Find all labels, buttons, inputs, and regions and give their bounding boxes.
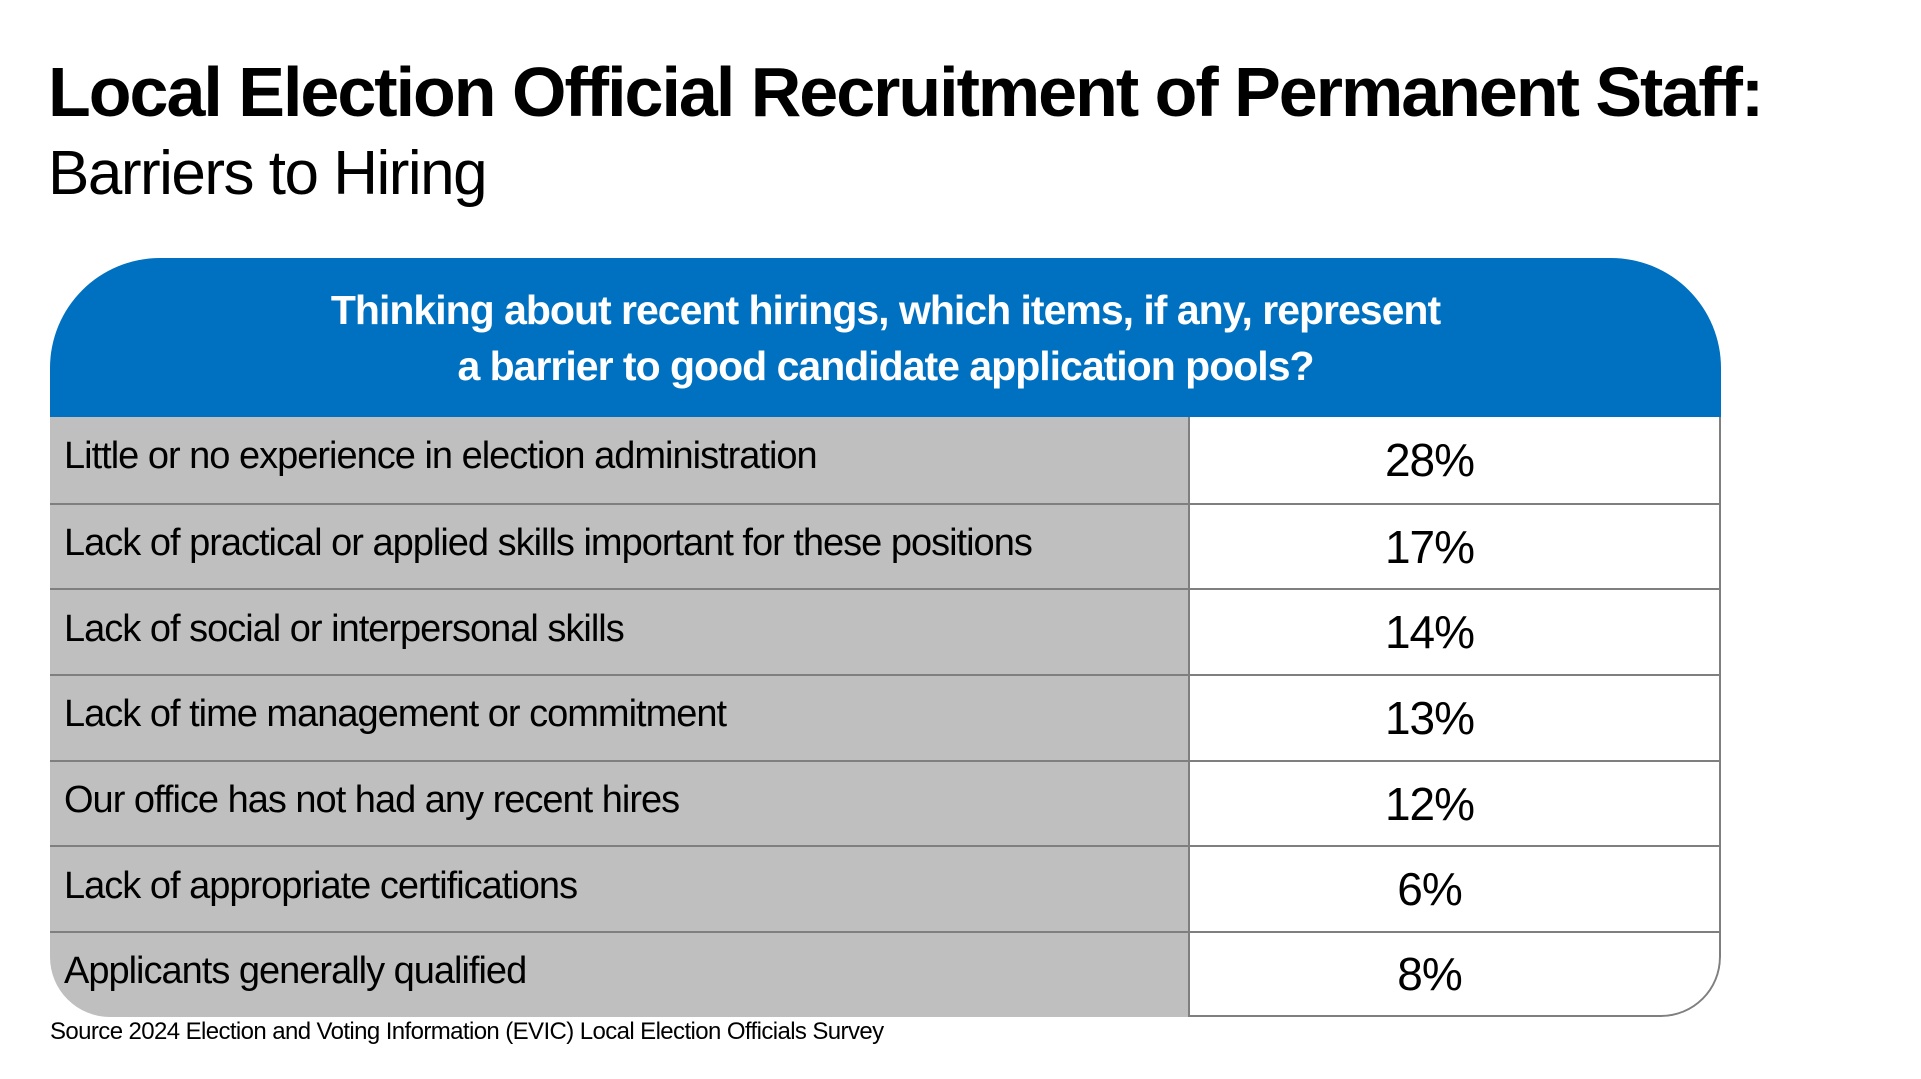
table-row: Our office has not had any recent hires 1… bbox=[50, 759, 1721, 846]
table-row: Lack of practical or applied skills impo… bbox=[50, 502, 1721, 589]
table-row: Little or no experience in election admi… bbox=[50, 417, 1721, 503]
row-label: Applicants generally qualified bbox=[50, 933, 1188, 1017]
page-title: Local Election Official Recruitment of P… bbox=[48, 53, 1764, 131]
table-header-question: Thinking about recent hirings, which ite… bbox=[50, 258, 1721, 417]
row-label: Lack of practical or applied skills impo… bbox=[50, 504, 1188, 589]
row-label: Our office has not had any recent hires bbox=[50, 761, 1188, 846]
table-row: Applicants generally qualified 8% bbox=[50, 931, 1721, 1017]
question-line: a barrier to good candidate application … bbox=[457, 342, 1314, 389]
row-value: 8% bbox=[1188, 933, 1721, 1017]
row-label: Little or no experience in election admi… bbox=[50, 417, 1188, 503]
table-row: Lack of appropriate certifications 6% bbox=[50, 845, 1721, 932]
row-label: Lack of time management or commitment bbox=[50, 676, 1188, 760]
question-line: Thinking about recent hirings, which ite… bbox=[330, 286, 1441, 333]
row-label: Lack of appropriate certifications bbox=[50, 847, 1188, 932]
page-subtitle: Barriers to Hiring bbox=[48, 139, 488, 208]
results-table: Thinking about recent hirings, which ite… bbox=[50, 258, 1721, 1017]
row-value: 6% bbox=[1188, 847, 1721, 932]
source-note: Source 2024 Election and Voting Informat… bbox=[50, 1018, 884, 1045]
row-value: 12% bbox=[1188, 761, 1721, 846]
row-value: 14% bbox=[1188, 590, 1721, 675]
row-value: 17% bbox=[1188, 504, 1721, 589]
table-row: Lack of time management or commitment 13% bbox=[50, 674, 1721, 760]
row-value: 28% bbox=[1188, 417, 1721, 503]
row-value: 13% bbox=[1188, 676, 1721, 760]
table-row: Lack of social or interpersonal skills 14… bbox=[50, 588, 1721, 675]
row-label: Lack of social or interpersonal skills bbox=[50, 590, 1188, 675]
